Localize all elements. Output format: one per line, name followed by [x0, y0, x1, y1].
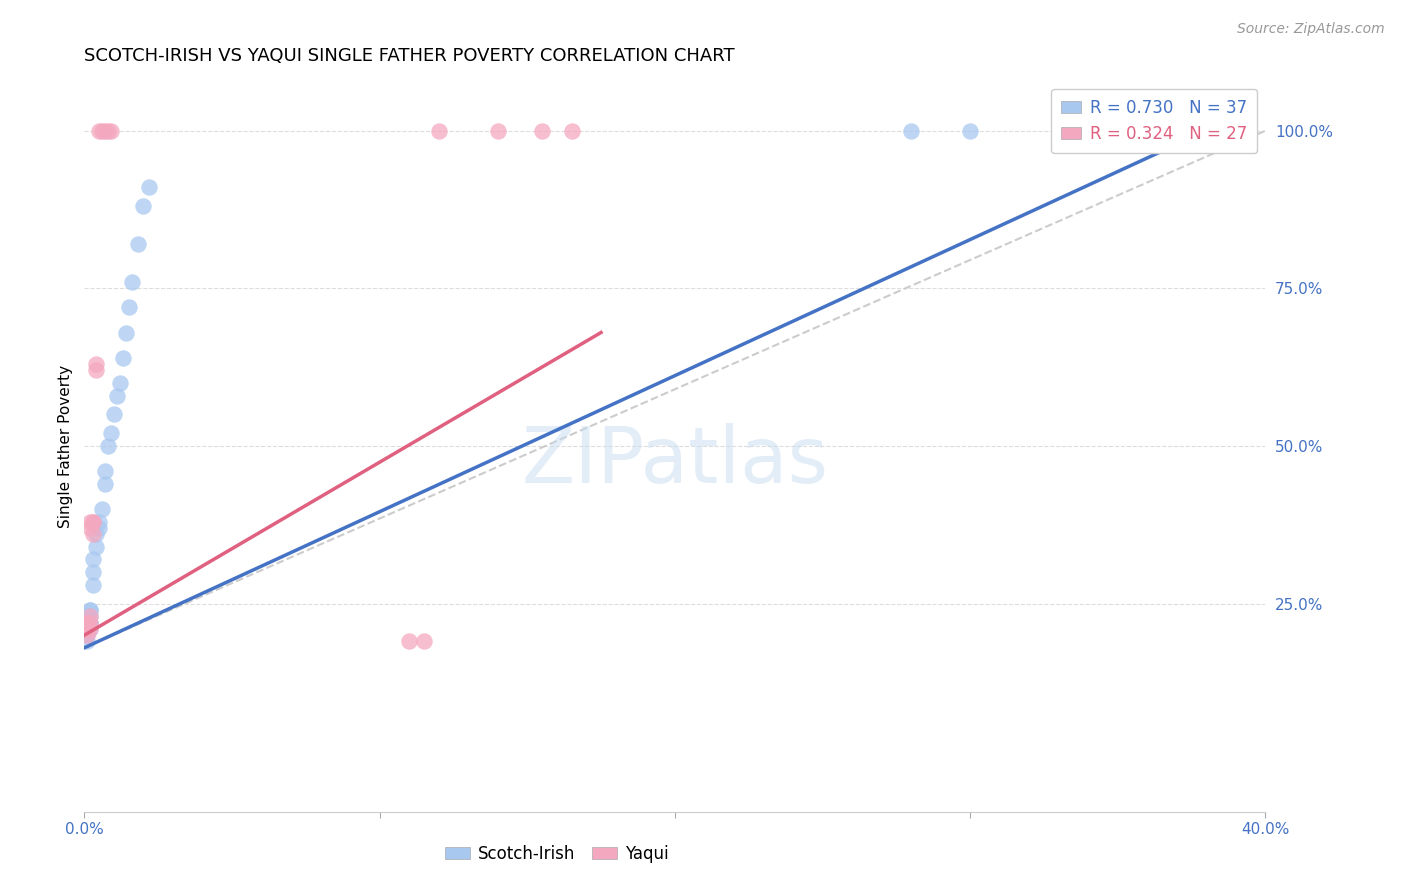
Point	[76, 615, 98, 630]
Y-axis label: Single Father Poverty: Single Father Poverty	[58, 365, 73, 527]
Point	[76, 615, 98, 630]
Text: ZIPatlas: ZIPatlas	[522, 423, 828, 499]
Point	[84, 357, 107, 371]
Point	[413, 634, 436, 648]
Point	[79, 615, 101, 630]
Point	[76, 622, 98, 636]
Point	[76, 634, 98, 648]
Point	[118, 300, 141, 314]
Point	[1195, 124, 1218, 138]
Point	[530, 124, 553, 138]
Point	[79, 609, 101, 624]
Point	[398, 634, 420, 648]
Point	[79, 603, 101, 617]
Point	[82, 515, 104, 529]
Point	[94, 464, 117, 478]
Point	[76, 628, 98, 642]
Point	[105, 388, 128, 402]
Point	[111, 351, 134, 365]
Text: Source: ZipAtlas.com: Source: ZipAtlas.com	[1237, 22, 1385, 37]
Point	[84, 363, 107, 377]
Point	[76, 615, 98, 630]
Point	[94, 476, 117, 491]
Point	[79, 521, 101, 535]
Point	[87, 515, 111, 529]
Point	[82, 578, 104, 592]
Point	[79, 622, 101, 636]
Point	[76, 628, 98, 642]
Point	[79, 603, 101, 617]
Point	[79, 622, 101, 636]
Text: SCOTCH-IRISH VS YAQUI SINGLE FATHER POVERTY CORRELATION CHART: SCOTCH-IRISH VS YAQUI SINGLE FATHER POVE…	[84, 47, 735, 65]
Point	[108, 376, 131, 390]
Point	[79, 515, 101, 529]
Point	[76, 615, 98, 630]
Point	[84, 540, 107, 554]
Point	[76, 622, 98, 636]
Point	[76, 615, 98, 630]
Point	[100, 426, 122, 441]
Point	[138, 180, 160, 194]
Point	[100, 124, 122, 138]
Point	[87, 124, 111, 138]
Point	[132, 199, 155, 213]
Point	[121, 275, 143, 289]
Point	[127, 237, 149, 252]
Point	[91, 124, 114, 138]
Point	[76, 609, 98, 624]
Point	[87, 521, 111, 535]
Point	[97, 439, 120, 453]
Point	[427, 124, 450, 138]
Point	[486, 124, 509, 138]
Point	[84, 527, 107, 541]
Point	[97, 124, 120, 138]
Point	[79, 615, 101, 630]
Legend: Scotch-Irish, Yaqui: Scotch-Irish, Yaqui	[437, 838, 676, 869]
Point	[82, 527, 104, 541]
Point	[94, 124, 117, 138]
Point	[91, 502, 114, 516]
Point	[76, 622, 98, 636]
Point	[82, 565, 104, 579]
Point	[82, 515, 104, 529]
Point	[82, 552, 104, 566]
Point	[114, 326, 136, 340]
Point	[79, 615, 101, 630]
Point	[79, 609, 101, 624]
Point	[560, 124, 583, 138]
Point	[900, 124, 922, 138]
Point	[959, 124, 981, 138]
Point	[103, 408, 125, 422]
